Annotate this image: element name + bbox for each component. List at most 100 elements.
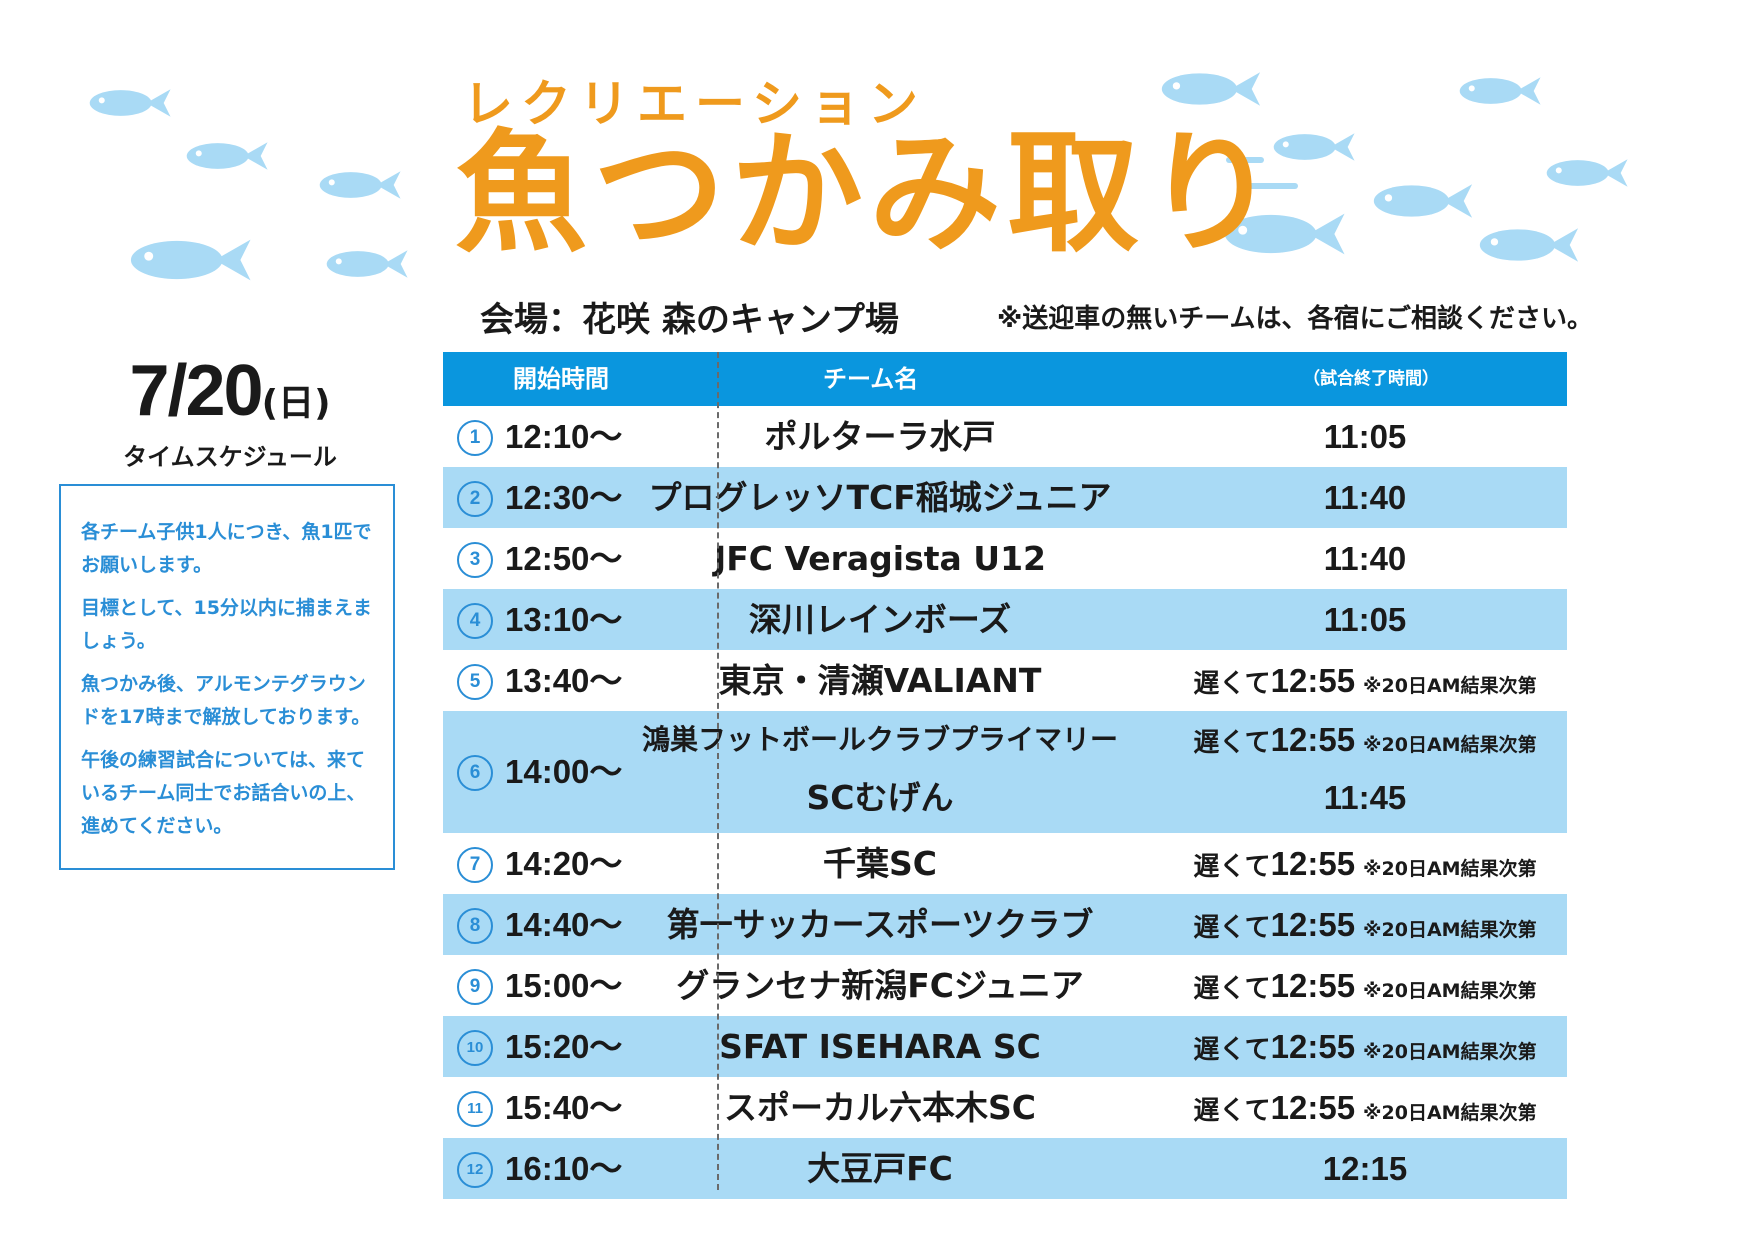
late-label: 遅くて — [1193, 669, 1271, 699]
start-time: 15:20〜 — [505, 1028, 623, 1065]
end-time-cell: 遅くて12:55 ※20日AM結果次第 11:45 — [1163, 711, 1567, 827]
table-row: 10 15:20〜 SFAT ISEHARA SC 遅くて12:55 ※20日AM… — [443, 1016, 1567, 1077]
fish-icon — [89, 89, 171, 117]
fish-icon — [130, 239, 251, 281]
result-remark: ※20日AM結果次第 — [1363, 858, 1537, 880]
row-number: 5 — [457, 663, 493, 700]
start-time: 13:40〜 — [505, 662, 623, 699]
result-remark: ※20日AM結果次第 — [1363, 980, 1537, 1002]
end-time: 12:15 — [1322, 1150, 1408, 1187]
team-name: ポルターラ水戸 — [764, 417, 996, 456]
rule-item: 魚つかみ後、アルモンテグラウンドを17時まで解放しております。 — [81, 673, 371, 728]
end-time-cell: 12:15 — [1163, 1138, 1567, 1199]
end-time-cell: 遅くて12:55 ※20日AM結果次第 — [1163, 1016, 1567, 1083]
team-name: 第一サッカースポーツクラブ — [666, 905, 1094, 944]
end-time-cell: 11:05 — [1163, 589, 1567, 650]
result-remark: ※20日AM結果次第 — [1363, 734, 1537, 756]
start-time: 15:00〜 — [505, 967, 623, 1004]
fish-icon — [319, 171, 401, 199]
table-row: 2 12:30〜 プログレッソTCF稲城ジュニア 11:40 — [443, 467, 1567, 528]
team-name: SFAT ISEHARA SC — [719, 1027, 1041, 1066]
end-time: 11:45 — [1323, 779, 1407, 816]
end-time-cell: 11:40 — [1163, 528, 1567, 589]
late-label: 遅くて — [1193, 1035, 1271, 1065]
row-number: 2 — [457, 480, 493, 517]
table-row: 9 15:00〜 グランセナ新潟FCジュニア 遅くて12:55 ※20日AM結果次… — [443, 955, 1567, 1016]
late-time: 12:55 — [1270, 906, 1356, 943]
table-row: 4 13:10〜 深川レインボーズ 11:05 — [443, 589, 1567, 650]
late-time: 12:55 — [1270, 721, 1356, 758]
schedule-table: 開始時間 チーム名 （試合終了時間） 1 12:10〜 ポルターラ水戸 11:0… — [443, 352, 1567, 1199]
team-name-group: 鴻巣フットボールクラブプライマリー SCむげん — [633, 711, 1127, 827]
event-subtitle: レクリエーション — [463, 75, 926, 133]
row-number: 6 — [457, 755, 493, 791]
team-name: スポーカル六本木SC — [724, 1088, 1036, 1127]
end-time: 11:05 — [1323, 418, 1407, 455]
row-number: 8 — [457, 907, 493, 944]
fish-icon — [1479, 228, 1579, 262]
end-time-cell: 遅くて12:55 ※20日AM結果次第 — [1163, 833, 1567, 900]
late-time: 12:55 — [1270, 967, 1356, 1004]
start-time: 12:50〜 — [505, 540, 623, 577]
header-end-time: （試合終了時間） — [1303, 369, 1439, 389]
row-number: 3 — [457, 541, 493, 578]
fish-icon — [1546, 159, 1628, 187]
team-name: JFC Veragista U12 — [713, 539, 1046, 578]
rule-item: 午後の練習試合については、来ているチーム同士でお話合いの上、進めてください。 — [81, 749, 366, 837]
end-time-line: 遅くて12:55 ※20日AM結果次第 — [1163, 711, 1567, 769]
late-time: 12:55 — [1270, 662, 1356, 699]
start-time: 14:00〜 — [505, 753, 623, 790]
table-row: 1 12:10〜 ポルターラ水戸 11:05 — [443, 406, 1567, 467]
table-row: 6 14:00〜 鴻巣フットボールクラブプライマリー SCむげん 遅くて12:5… — [443, 711, 1567, 833]
fish-icon — [1161, 72, 1261, 106]
end-time-cell: 11:05 — [1163, 406, 1567, 467]
late-label: 遅くて — [1193, 974, 1271, 1004]
table-row: 3 12:50〜 JFC Veragista U12 11:40 — [443, 528, 1567, 589]
fish-icon — [1273, 133, 1355, 161]
table-row: 5 13:40〜 東京・清瀬VALIANT 遅くて12:55 ※20日AM結果次第 — [443, 650, 1567, 711]
end-time-cell: 遅くて12:55 ※20日AM結果次第 — [1163, 650, 1567, 717]
end-time-cell: 遅くて12:55 ※20日AM結果次第 — [1163, 894, 1567, 961]
late-label: 遅くて — [1193, 1096, 1271, 1126]
team-name: 東京・清瀬VALIANT — [718, 661, 1042, 700]
start-time: 13:10〜 — [505, 601, 623, 638]
late-time: 12:55 — [1270, 1028, 1356, 1065]
transport-note: ※送迎車の無いチームは、各宿にご相談ください。 — [997, 304, 1593, 334]
table-header: 開始時間 チーム名 （試合終了時間） — [443, 352, 1567, 406]
end-time-cell: 11:40 — [1163, 467, 1567, 528]
team-name: プログレッソTCF稲城ジュニア — [648, 478, 1112, 517]
table-row: 11 15:40〜 スポーカル六本木SC 遅くて12:55 ※20日AM結果次第 — [443, 1077, 1567, 1138]
late-label: 遅くて — [1193, 728, 1271, 758]
late-time: 12:55 — [1270, 845, 1356, 882]
start-time: 14:20〜 — [505, 845, 623, 882]
fish-icon — [1224, 213, 1345, 255]
wave-decoration — [1226, 157, 1298, 189]
team-name: 大豆戸FC — [807, 1149, 953, 1188]
venue-label: 会場：花咲 森のキャンプ場 — [480, 300, 899, 340]
result-remark: ※20日AM結果次第 — [1363, 919, 1537, 941]
fish-icon — [1373, 184, 1473, 218]
rules-box: 各チーム子供1人につき、魚1匹でお願いします。 目標として、15分以内に捕まえま… — [59, 484, 395, 870]
rule-item: 各チーム子供1人につき、魚1匹でお願いします。 — [81, 521, 372, 576]
fish-icon — [326, 250, 408, 278]
fish-icon — [1459, 77, 1541, 105]
header-team-name: チーム名 — [823, 365, 919, 393]
row-number: 10 — [457, 1029, 493, 1066]
late-time: 12:55 — [1270, 1089, 1356, 1126]
result-remark: ※20日AM結果次第 — [1363, 1041, 1537, 1063]
start-time: 16:10〜 — [505, 1150, 623, 1187]
start-time: 15:40〜 — [505, 1089, 623, 1126]
late-label: 遅くて — [1193, 913, 1271, 943]
event-weekday: (日) — [261, 383, 331, 424]
result-remark: ※20日AM結果次第 — [1363, 1102, 1537, 1124]
table-row: 8 14:40〜 第一サッカースポーツクラブ 遅くて12:55 ※20日AM結果次… — [443, 894, 1567, 955]
column-divider — [717, 352, 719, 1190]
end-time-cell: 遅くて12:55 ※20日AM結果次第 — [1163, 1077, 1567, 1144]
table-row: 12 16:10〜 大豆戸FC 12:15 — [443, 1138, 1567, 1199]
schedule-caption: タイムスケジュール — [123, 443, 337, 471]
row-number: 7 — [457, 846, 493, 883]
date-block: 7/20(日) タイムスケジュール — [60, 355, 400, 472]
start-time: 14:40〜 — [505, 906, 623, 943]
fish-icon — [186, 142, 268, 170]
end-time: 11:40 — [1323, 540, 1407, 577]
